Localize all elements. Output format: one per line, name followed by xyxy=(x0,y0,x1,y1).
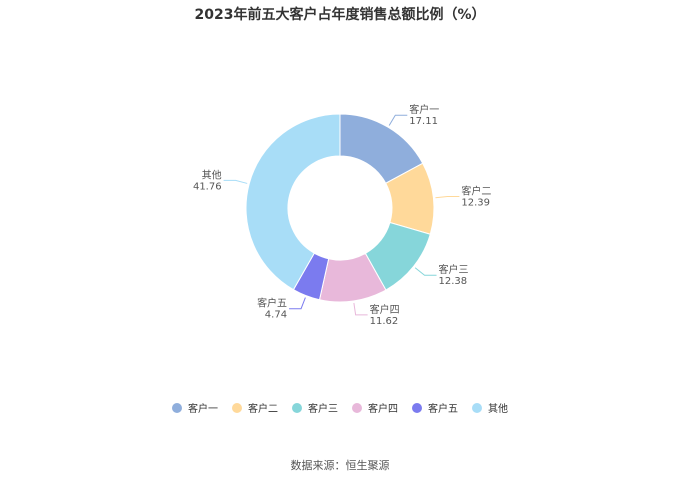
data-source: 数据来源：恒生聚源 xyxy=(290,459,390,472)
legend-label: 客户一 xyxy=(188,404,218,415)
slice-value-label-4: 11.62 xyxy=(370,316,399,327)
legend-marker-icon xyxy=(472,402,482,413)
legend-item-2[interactable]: 客户二 xyxy=(232,400,278,415)
legend-marker-icon xyxy=(172,402,182,413)
legend-label: 客户四 xyxy=(368,404,398,415)
slice-name-label-1: 客户一 xyxy=(409,103,439,116)
legend: 客户一 客户二 客户三 客户四 客户五 其他 xyxy=(0,400,680,415)
slice-value-label-2: 12.39 xyxy=(461,198,490,209)
slice-name-label-3: 客户三 xyxy=(439,263,469,276)
slice-name-label-5: 客户五 xyxy=(257,297,287,310)
legend-item-4[interactable]: 客户四 xyxy=(352,400,398,415)
leader-line-3 xyxy=(414,267,437,276)
slice-name-label-6: 其他 xyxy=(202,168,222,181)
legend-label: 客户二 xyxy=(248,404,278,415)
legend-marker-icon xyxy=(352,402,362,413)
legend-item-1[interactable]: 客户一 xyxy=(172,400,218,415)
leader-line-6 xyxy=(223,179,248,184)
leader-line-4 xyxy=(353,302,368,316)
leader-line-5 xyxy=(289,297,306,310)
legend-marker-icon xyxy=(232,402,242,413)
slice-6 xyxy=(245,113,341,291)
leader-line-1 xyxy=(388,114,408,126)
leader-line-2 xyxy=(435,196,460,199)
legend-label: 其他 xyxy=(488,404,508,415)
legend-item-5[interactable]: 客户五 xyxy=(412,400,458,415)
legend-label: 客户五 xyxy=(428,404,458,415)
legend-item-6[interactable]: 其他 xyxy=(472,400,508,415)
slice-name-label-2: 客户二 xyxy=(461,185,491,198)
legend-marker-icon xyxy=(412,402,422,413)
legend-item-3[interactable]: 客户三 xyxy=(292,400,338,415)
slice-value-label-1: 17.11 xyxy=(409,116,438,127)
slice-value-label-3: 12.38 xyxy=(439,276,468,287)
slice-name-label-4: 客户四 xyxy=(370,303,400,316)
legend-marker-icon xyxy=(292,402,302,413)
slice-value-label-5: 4.74 xyxy=(265,310,287,321)
slice-value-label-6: 41.76 xyxy=(193,181,222,192)
chart-title: 2023年前五大客户占年度销售总额比例（%） xyxy=(194,7,486,23)
legend-label: 客户三 xyxy=(308,404,338,415)
